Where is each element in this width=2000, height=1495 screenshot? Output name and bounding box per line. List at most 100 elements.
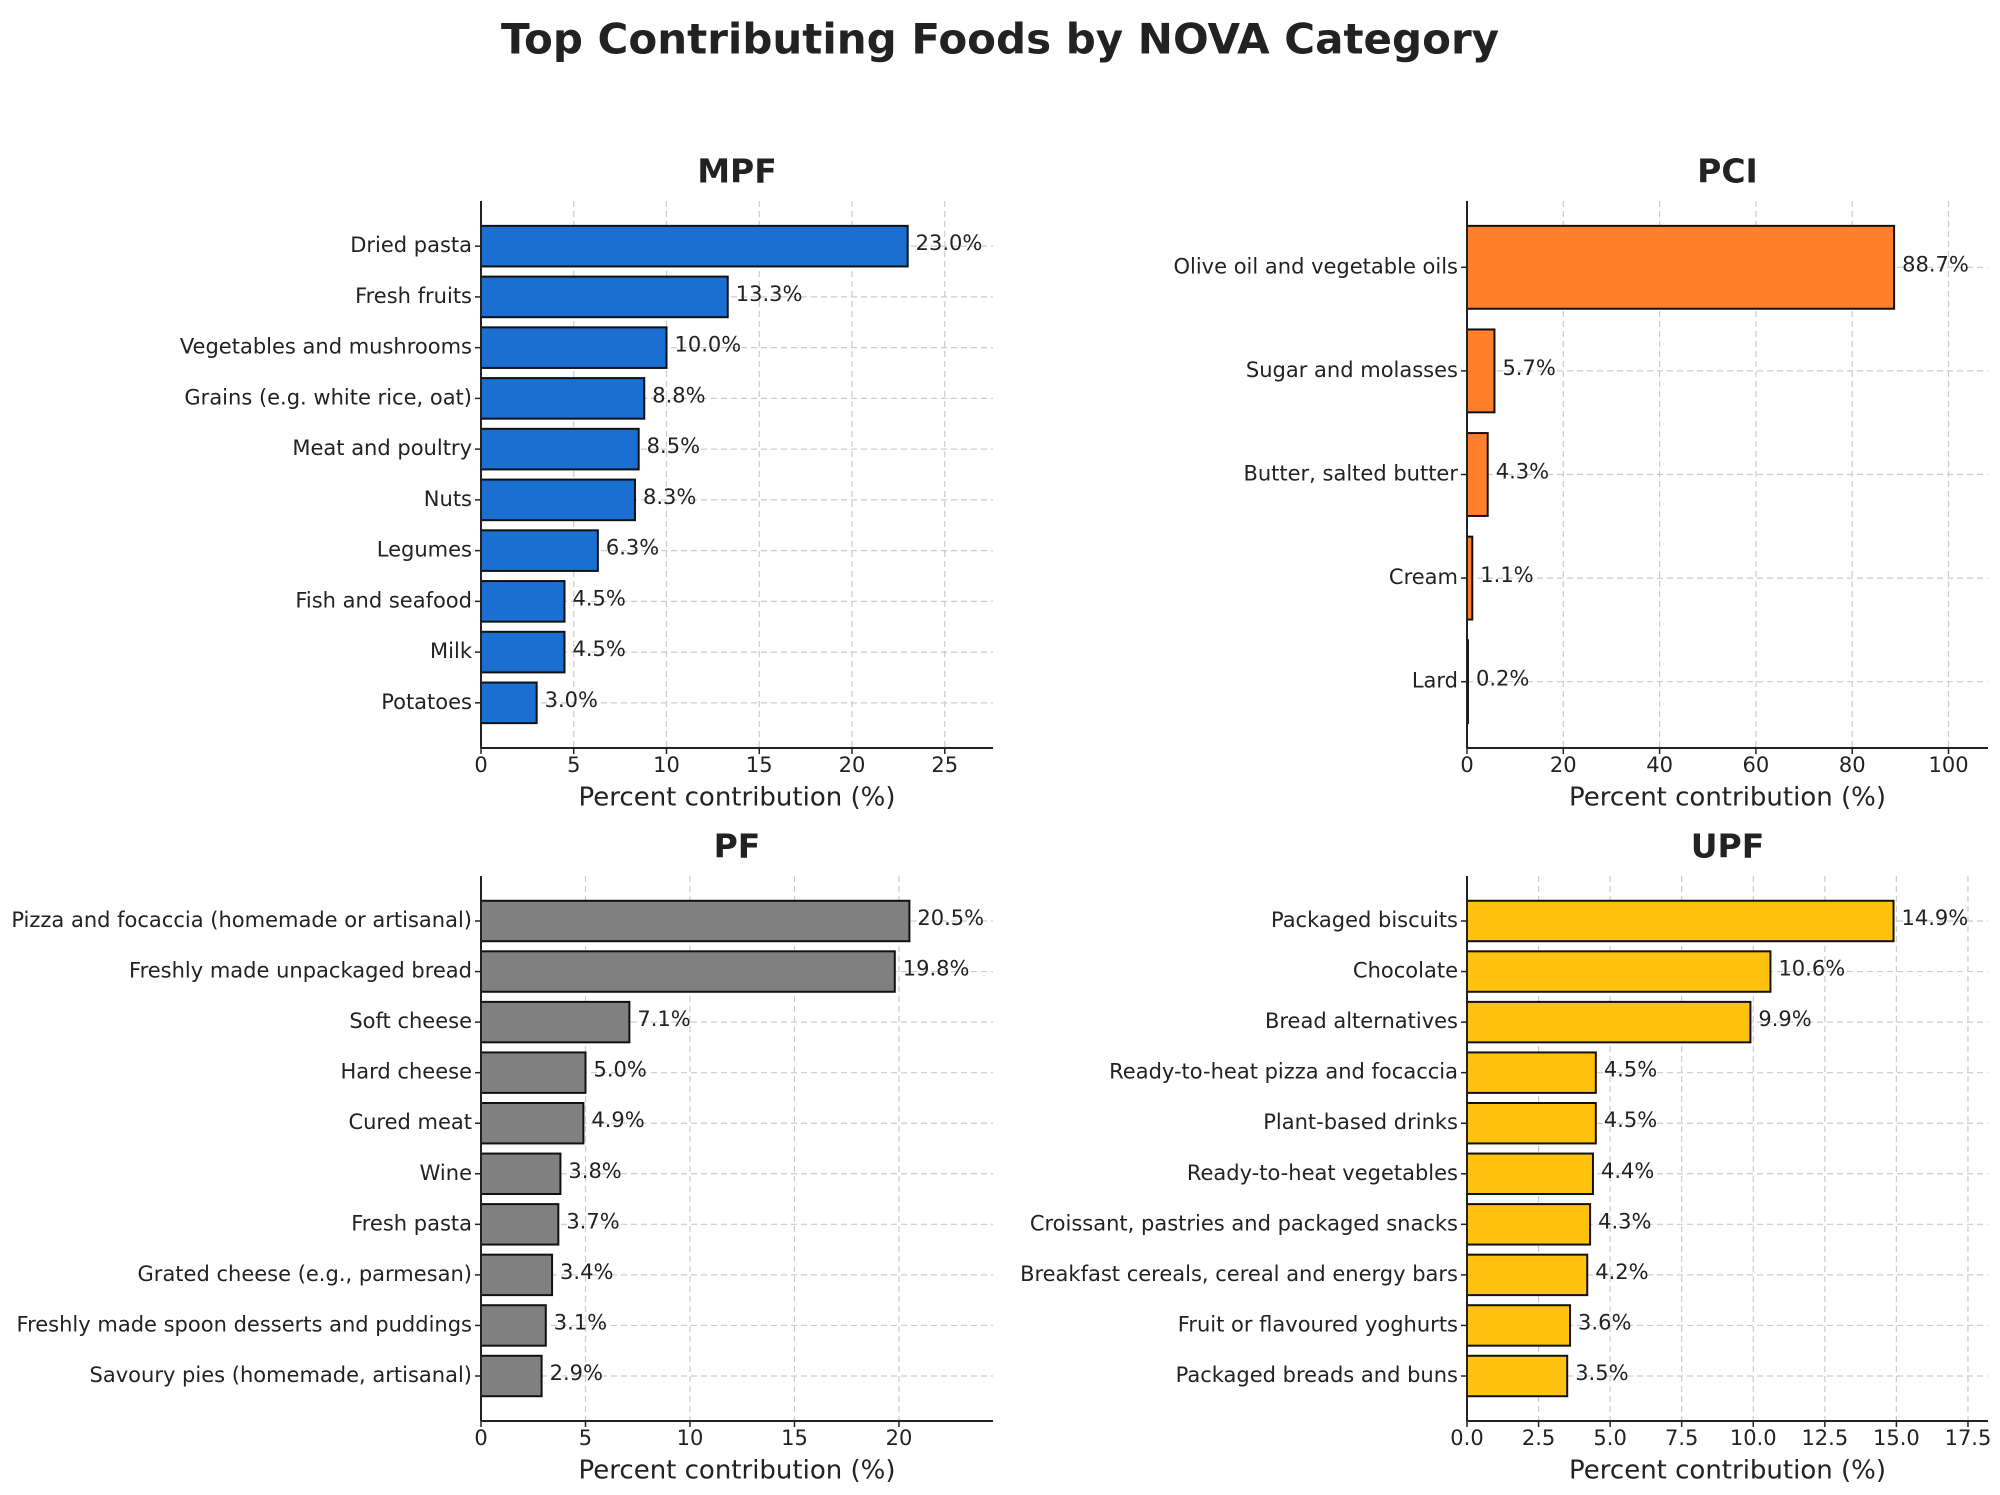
value-label: 7.1% [637, 1007, 690, 1031]
bar [480, 1253, 554, 1297]
x-tick-label: 20 [886, 1426, 913, 1450]
panel-title: PCI [1697, 152, 1758, 191]
value-label: 4.5% [1604, 1058, 1657, 1082]
value-label: 8.8% [652, 383, 705, 407]
x-tick-label: 100 [1928, 753, 1968, 777]
x-tick-label: 25 [931, 753, 958, 777]
bar [480, 478, 636, 522]
y-tick-label: Croissant, pastries and packaged snacks [1030, 1211, 1458, 1235]
x-tick-label: 12.5 [1801, 1426, 1848, 1450]
x-tick-label: 15 [746, 753, 773, 777]
bar [480, 681, 538, 725]
value-label: 0.2% [1476, 667, 1529, 691]
y-tick-label: Fresh pasta [351, 1211, 472, 1235]
x-tick-label: 2.5 [1522, 1426, 1555, 1450]
bar [480, 630, 566, 674]
bar [480, 1203, 560, 1246]
y-tick-label: Pizza and focaccia (homemade or artisana… [11, 908, 472, 932]
value-label: 3.1% [554, 1310, 607, 1334]
bar [1466, 224, 1896, 310]
bar [1466, 1101, 1597, 1145]
y-tick-label: Dried pasta [350, 233, 472, 257]
x-tick-label: 10.0 [1730, 1426, 1777, 1450]
x-axis-label: Percent contribution (%) [1569, 783, 1886, 813]
value-label: 10.0% [675, 333, 742, 357]
x-tick-label: 10 [677, 1426, 704, 1450]
bar [480, 1000, 631, 1044]
bar [1466, 1304, 1572, 1347]
bar [480, 1051, 587, 1094]
y-tick-label: Ready-to-heat vegetables [1187, 1161, 1458, 1185]
value-label: 4.5% [572, 586, 625, 610]
value-label: 4.4% [1601, 1159, 1654, 1183]
value-label: 5.7% [1502, 356, 1555, 380]
x-axis-label: Percent contribution (%) [579, 783, 896, 813]
y-tick-label: Olive oil and vegetable oils [1173, 254, 1458, 278]
bar [480, 427, 640, 471]
bar [480, 529, 599, 572]
bar [1466, 1152, 1594, 1196]
bar [1466, 1000, 1752, 1044]
value-label: 14.9% [1902, 906, 1969, 930]
y-tick-label: Vegetables and mushrooms [180, 335, 472, 359]
value-label: 19.8% [903, 957, 970, 981]
value-label: 4.3% [1496, 460, 1549, 484]
y-tick-label: Freshly made spoon desserts and puddings [17, 1312, 472, 1336]
bar [480, 580, 566, 623]
bar [480, 224, 909, 268]
value-label: 3.7% [566, 1209, 619, 1233]
value-label: 4.5% [1604, 1108, 1657, 1132]
y-tick-label: Butter, salted butter [1243, 462, 1458, 486]
y-tick-label: Bread alternatives [1265, 1009, 1458, 1033]
value-label: 3.8% [568, 1159, 621, 1183]
value-label: 13.3% [736, 282, 803, 306]
value-label: 10.6% [1778, 957, 1845, 981]
value-label: 6.3% [606, 536, 659, 560]
x-tick-label: 10 [653, 753, 680, 777]
y-tick-label: Wine [420, 1161, 472, 1185]
value-label: 4.5% [572, 637, 625, 661]
value-label: 20.5% [917, 906, 984, 930]
bar [1466, 328, 1496, 414]
y-tick-label: Potatoes [381, 690, 472, 714]
y-tick-label: Savoury pies (homemade, artisanal) [90, 1363, 472, 1387]
value-label: 88.7% [1902, 252, 1969, 276]
x-tick-label: 15.0 [1873, 1426, 1920, 1450]
main-title: Top Contributing Foods by NOVA Category [501, 15, 1499, 64]
value-label: 8.5% [647, 434, 700, 458]
bar [1466, 1051, 1597, 1094]
y-tick-label: Packaged biscuits [1271, 908, 1458, 932]
bar [1466, 1203, 1592, 1246]
x-axis-label: Percent contribution (%) [1569, 1456, 1886, 1486]
y-tick-label: Nuts [424, 487, 472, 511]
panel-title: MPF [697, 152, 777, 191]
bar [1466, 899, 1895, 943]
panel-title: PF [714, 827, 761, 866]
value-label: 3.4% [560, 1260, 613, 1284]
y-tick-label: Soft cheese [349, 1009, 472, 1033]
y-tick-label: Breakfast cereals, cereal and energy bar… [1020, 1262, 1458, 1286]
y-tick-label: Grains (e.g. white rice, oat) [184, 385, 472, 409]
bar [480, 326, 668, 369]
y-tick-label: Fruit or flavoured yoghurts [1178, 1312, 1458, 1336]
x-tick-label: 5.0 [1593, 1426, 1626, 1450]
bar [480, 377, 646, 420]
y-tick-label: Packaged breads and buns [1176, 1363, 1458, 1387]
value-label: 5.0% [593, 1058, 646, 1082]
x-tick-label: 0 [474, 753, 487, 777]
y-tick-label: Grated cheese (e.g., parmesan) [138, 1262, 472, 1286]
x-tick-label: 20 [839, 753, 866, 777]
y-tick-label: Cured meat [348, 1110, 472, 1134]
y-tick-label: Milk [430, 639, 473, 663]
y-tick-label: Legumes [377, 538, 472, 562]
y-tick-label: Hard cheese [341, 1060, 473, 1084]
y-tick-label: Chocolate [1353, 959, 1458, 983]
bar [480, 950, 896, 993]
x-tick-label: 60 [1743, 753, 1770, 777]
y-tick-label: Fresh fruits [355, 284, 472, 308]
value-label: 4.9% [591, 1108, 644, 1132]
x-tick-label: 15 [781, 1426, 808, 1450]
x-tick-label: 40 [1646, 753, 1673, 777]
